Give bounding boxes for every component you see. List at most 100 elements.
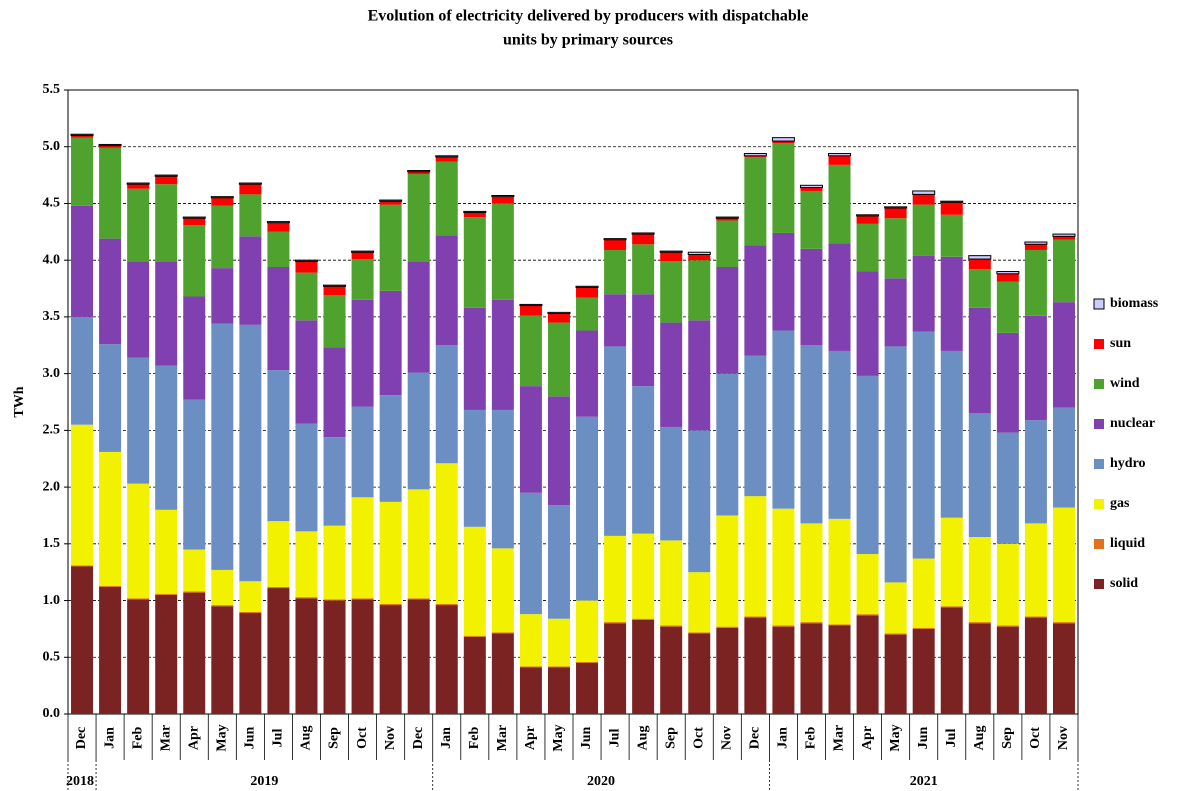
bar-segment — [912, 255, 935, 332]
bar-segment — [491, 632, 514, 634]
bar-segment — [154, 174, 178, 177]
bar-segment — [519, 315, 542, 387]
x-tick-label: May — [551, 724, 566, 751]
y-tick-label: 1.0 — [43, 593, 61, 608]
bar-segment — [379, 501, 402, 604]
bar-segment — [996, 332, 1019, 433]
x-tick-label: Apr — [523, 726, 538, 750]
year-label: 2021 — [910, 774, 938, 789]
y-tick-label: 4.0 — [43, 252, 61, 267]
bar-segment — [1052, 236, 1075, 240]
bar-segment — [912, 331, 935, 559]
bar-segment — [99, 451, 122, 586]
bar-segment — [519, 666, 542, 668]
bar-segment — [323, 295, 346, 348]
x-tick-label: Jun — [579, 727, 594, 750]
bar-segment — [884, 582, 907, 634]
bar-segment — [632, 618, 655, 620]
bar-segment — [884, 207, 907, 219]
bar-segment — [632, 619, 655, 714]
x-tick-label: Jun — [916, 727, 931, 750]
bar-segment — [715, 216, 739, 219]
x-tick-label: May — [888, 724, 903, 751]
x-tick-label: Jul — [607, 729, 622, 748]
bar-segment — [239, 613, 262, 714]
bar-segment — [828, 625, 851, 714]
bar-segment — [744, 617, 767, 714]
bar-segment — [800, 190, 823, 249]
bar-segment — [547, 396, 570, 506]
bar-segment — [435, 161, 458, 236]
bar-segment — [744, 496, 767, 617]
bar-segment — [435, 345, 458, 464]
bar-segment — [856, 375, 879, 555]
bar-segment — [1052, 623, 1075, 714]
chart-title: units by primary sources — [503, 32, 673, 49]
x-tick-label: Feb — [130, 727, 145, 750]
bar-segment — [1052, 302, 1075, 408]
bar-segment — [603, 238, 627, 241]
x-tick-label: Aug — [299, 726, 314, 751]
legend-swatch — [1094, 339, 1104, 349]
bar-segment — [491, 633, 514, 714]
bar-segment — [688, 320, 711, 431]
x-tick-label: Oct — [1028, 727, 1043, 749]
x-tick-label: Sep — [1000, 727, 1015, 749]
y-tick-label: 3.5 — [43, 309, 61, 324]
bar-segment — [744, 616, 767, 618]
bar-segment — [996, 271, 1020, 275]
bar-segment — [155, 176, 178, 185]
bar-segment — [210, 196, 234, 199]
bar-segment — [772, 143, 795, 233]
bar-segment — [323, 284, 347, 287]
legend-swatch — [1094, 579, 1104, 589]
bar-segment — [996, 626, 1019, 714]
bar-segment — [71, 137, 94, 206]
x-tick-label: Mar — [495, 725, 510, 751]
x-tick-label: Mar — [158, 725, 173, 751]
year-label: 2018 — [66, 774, 94, 789]
bar-segment — [800, 248, 823, 346]
bar-segment — [491, 196, 514, 204]
bar-segment — [828, 153, 852, 157]
bar-segment — [463, 635, 486, 637]
bar-segment — [267, 231, 290, 267]
x-tick-label: Nov — [383, 726, 398, 750]
bar-segment — [323, 286, 346, 296]
bar-segment — [547, 505, 570, 619]
bar-segment — [688, 430, 711, 573]
bar-segment — [463, 210, 487, 214]
legend-swatch — [1094, 459, 1104, 469]
bar-segment — [996, 273, 1019, 282]
legend-label: gas — [1110, 496, 1130, 511]
legend-label: biomass — [1110, 296, 1159, 311]
bar-segment — [547, 311, 571, 315]
legend-label: nuclear — [1110, 416, 1155, 431]
bar-segment — [800, 345, 823, 524]
bar-segment — [688, 572, 711, 633]
bar-segment — [182, 216, 206, 219]
bar-segment — [295, 598, 318, 714]
bar-segment — [828, 155, 851, 165]
x-tick-label: Mar — [832, 725, 847, 751]
bar-segment — [295, 320, 318, 424]
bar-segment — [379, 199, 403, 202]
bar-segment — [407, 372, 430, 490]
bar-segment — [351, 252, 374, 260]
bar-segment — [716, 627, 739, 714]
bar-segment — [632, 533, 655, 619]
bar-segment — [772, 232, 795, 331]
bar-segment — [407, 599, 430, 714]
x-tick-label: May — [215, 724, 230, 751]
bar-segment — [183, 296, 206, 400]
bar-segment — [1052, 622, 1075, 624]
bar-segment — [126, 182, 150, 185]
legend-swatch — [1094, 419, 1104, 429]
bar-segment — [1024, 616, 1047, 618]
bar-segment — [155, 184, 178, 262]
bar-segment — [99, 147, 122, 239]
bar-segment — [99, 344, 122, 452]
bar-segment — [71, 135, 94, 138]
bar-segment — [351, 599, 374, 714]
